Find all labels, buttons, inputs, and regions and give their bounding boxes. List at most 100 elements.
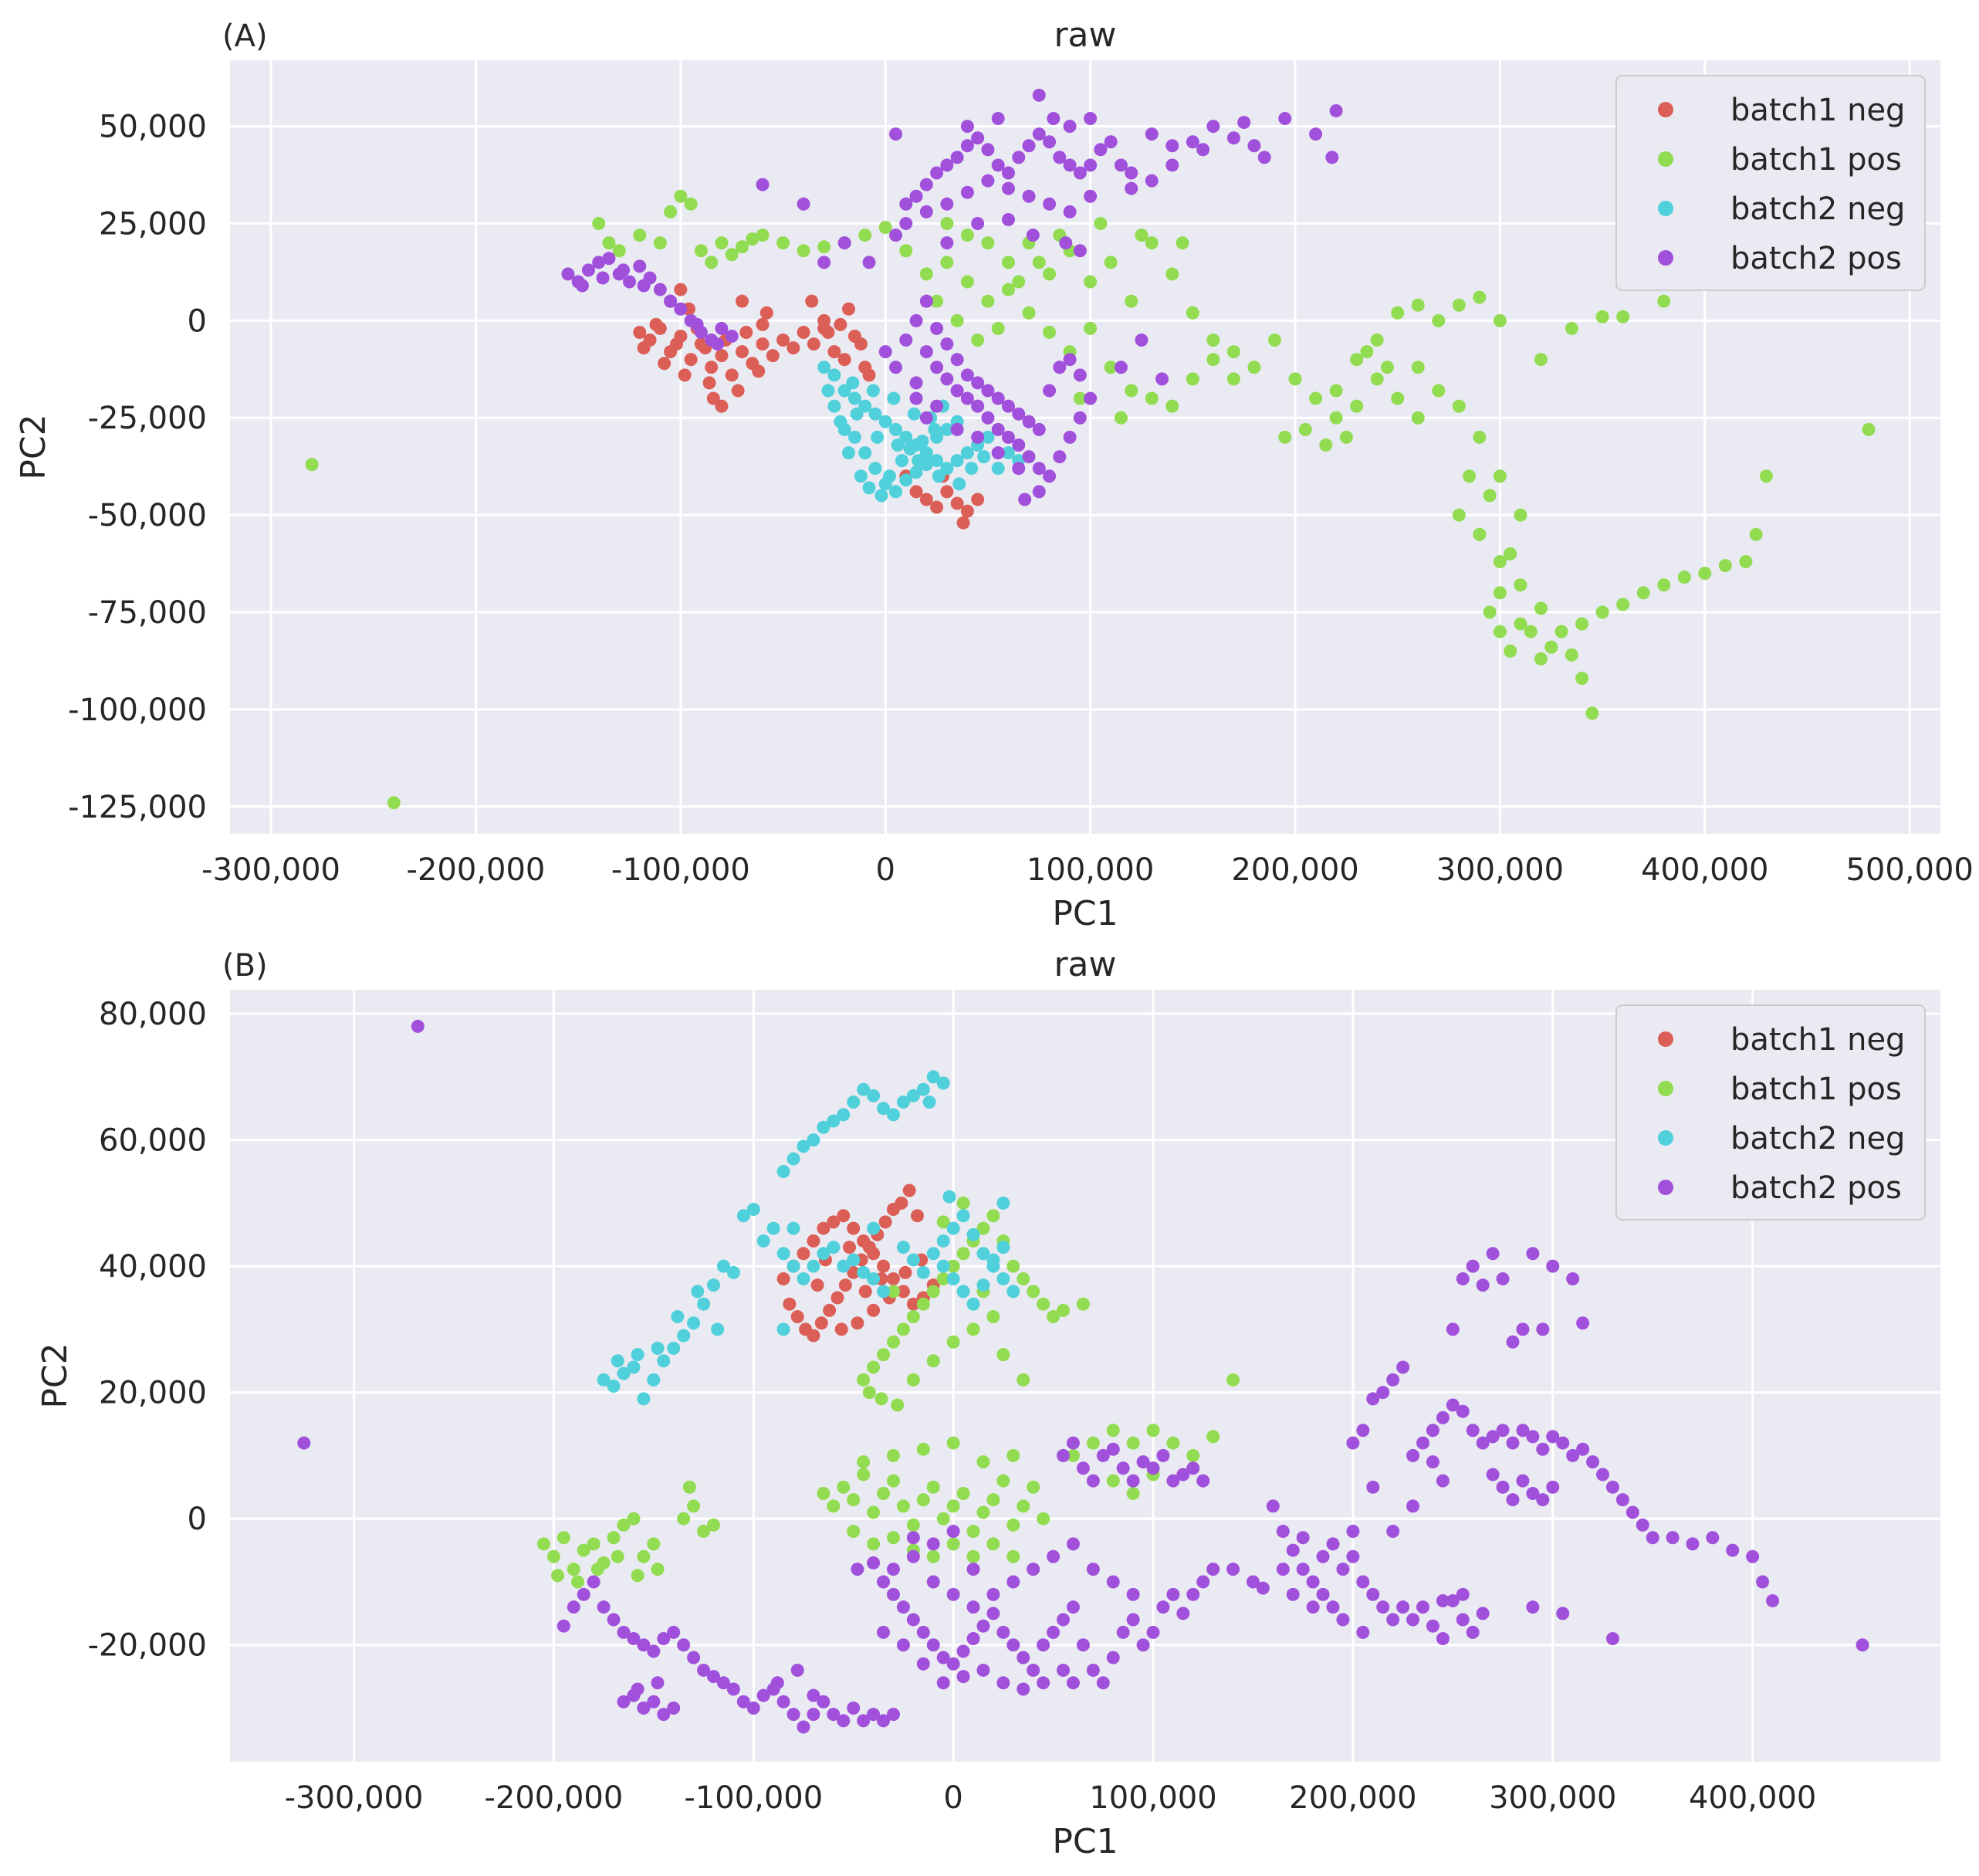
panel-a-point — [1206, 120, 1220, 134]
panel-b-y-tick-label: 80,000 — [99, 997, 207, 1032]
panel-b-point — [1326, 1600, 1340, 1614]
panel-a-point — [807, 337, 820, 351]
panel-b-legend-marker — [1658, 1081, 1673, 1096]
panel-b-x-tick-label: -300,000 — [285, 1780, 424, 1816]
panel-a-point — [1043, 135, 1057, 149]
panel-a-x-tick-label: -200,000 — [407, 852, 546, 888]
panel-a-point — [1084, 112, 1098, 126]
panel-a-point — [694, 244, 708, 258]
panel-b-points — [297, 1019, 1869, 1734]
panel-b-point — [1446, 1593, 1460, 1607]
panel-a-point — [1473, 527, 1487, 541]
panel-b-point — [1057, 1303, 1071, 1317]
panel-a-point — [756, 229, 770, 242]
panel-b-point — [956, 1670, 970, 1684]
panel-b-point — [886, 1587, 900, 1601]
panel-b-point — [1316, 1587, 1330, 1601]
panel-a-point — [1432, 313, 1446, 327]
panel-a-point — [919, 294, 933, 308]
panel-b-point — [976, 1278, 990, 1292]
panel-b-point — [834, 1322, 848, 1336]
panel-b-point — [946, 1272, 960, 1285]
panel-b-point — [837, 1259, 851, 1273]
panel-b-point — [790, 1310, 804, 1324]
panel-a-point — [960, 229, 974, 242]
panel-b-point — [1436, 1593, 1450, 1607]
panel-b-point — [886, 1285, 900, 1299]
panel-b-point — [1146, 1461, 1160, 1475]
panel-b-point — [716, 1259, 730, 1273]
panel-a-point — [878, 415, 892, 428]
panel-b-point — [1546, 1430, 1560, 1444]
panel-b-point — [617, 1366, 631, 1380]
panel-b-point — [986, 1587, 1000, 1601]
panel-b-point — [706, 1278, 720, 1292]
panel-b-point — [1126, 1474, 1140, 1488]
panel-b-point — [756, 1234, 770, 1248]
panel-a-point — [817, 240, 831, 254]
panel-b-point — [1686, 1537, 1700, 1551]
panel-b-point — [827, 1241, 841, 1255]
panel-b-point — [1526, 1247, 1540, 1261]
panel-b-point — [687, 1499, 701, 1513]
panel-b-point — [916, 1493, 930, 1507]
panel-b-point — [631, 1569, 644, 1583]
panel-b-point — [1526, 1486, 1540, 1500]
panel-a-point — [940, 216, 954, 230]
panel-a-point — [854, 337, 868, 351]
panel-b-point — [827, 1499, 841, 1513]
panel-b-point — [1006, 1259, 1020, 1273]
panel-a-point — [1493, 555, 1507, 569]
panel-b-point — [1266, 1499, 1280, 1513]
panel-a-point — [1616, 598, 1630, 611]
panel-a-point — [1165, 139, 1179, 153]
panel-b-point — [807, 1133, 820, 1147]
panel-b-point — [1027, 1480, 1040, 1494]
panel-b-point — [1356, 1575, 1370, 1589]
panel-b-point — [1276, 1563, 1290, 1576]
panel-b-point — [570, 1575, 584, 1589]
panel-a-point — [684, 353, 698, 367]
panel-a-point — [1032, 88, 1046, 102]
panel-a-point — [1125, 294, 1138, 308]
panel-a-point — [1032, 422, 1046, 436]
panel-a-point — [950, 496, 964, 510]
panel-b-point — [986, 1253, 1000, 1267]
panel-b-point — [1396, 1360, 1410, 1374]
panel-b-point — [807, 1688, 820, 1702]
panel-b-point — [916, 1657, 930, 1671]
panel-b-point — [902, 1184, 916, 1197]
panel-b-y-tick-label: -20,000 — [88, 1628, 207, 1664]
panel-b-point — [770, 1676, 784, 1690]
panel-b-legend-marker — [1658, 1180, 1673, 1195]
panel-a-point — [1411, 298, 1425, 312]
panel-b-point — [1536, 1322, 1550, 1336]
panel-b-point — [1017, 1272, 1030, 1285]
panel-a-point — [899, 197, 913, 211]
panel-a-point — [1001, 399, 1015, 413]
panel-a-point — [930, 454, 944, 468]
panel-b-point — [1006, 1285, 1020, 1299]
panel-a-point — [834, 317, 847, 331]
panel-a-point — [817, 361, 831, 374]
panel-a-point — [1452, 508, 1466, 522]
panel-b-point — [1006, 1518, 1020, 1532]
panel-a-point — [1043, 197, 1057, 211]
panel-b-point — [814, 1316, 828, 1330]
panel-a-y-tick-label: 50,000 — [99, 110, 207, 145]
panel-a-point — [1001, 430, 1015, 444]
panel-a-point — [889, 127, 903, 141]
panel-a-point — [950, 422, 964, 436]
panel-a-point — [776, 334, 790, 347]
panel-a-point — [1288, 372, 1302, 386]
panel-a-point — [1370, 334, 1384, 347]
panel-a-point — [1350, 353, 1364, 367]
panel-b-point — [667, 1341, 681, 1355]
panel-b-point — [896, 1095, 910, 1109]
panel-b-point — [1456, 1272, 1470, 1285]
panel-b-point — [976, 1221, 990, 1235]
panel-b-point — [1506, 1493, 1520, 1507]
panel-a-point — [725, 329, 739, 343]
panel-b-point — [1586, 1455, 1600, 1469]
panel-a-point — [674, 302, 688, 316]
